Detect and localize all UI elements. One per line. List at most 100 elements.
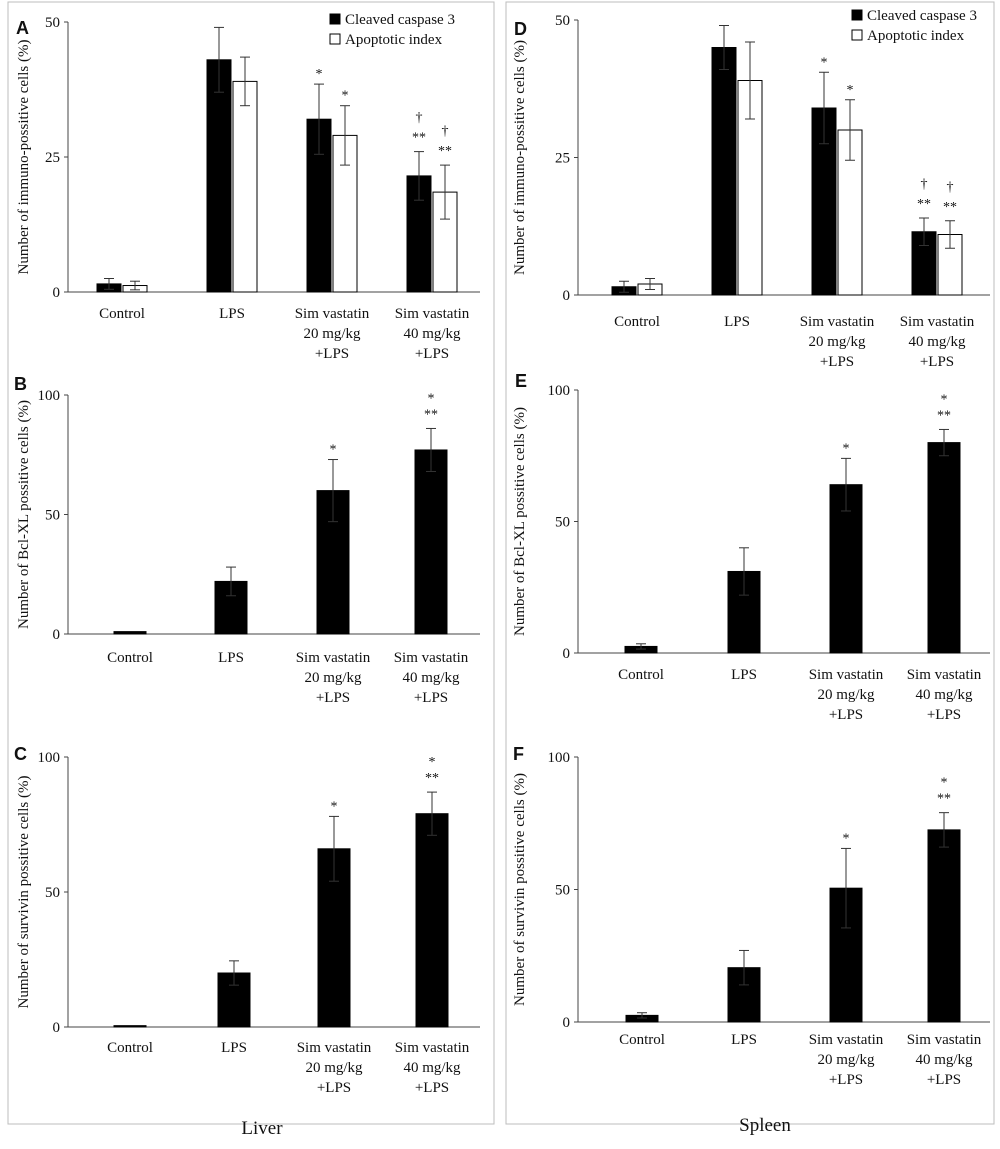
y-tick-label: 50	[555, 13, 570, 29]
category-label: 20 mg/kg	[305, 1060, 363, 1076]
panel-b: B 0 50 100 Number of Bcl-XL possitive cells …	[14, 374, 480, 706]
category-label: Sim vastatin	[907, 667, 982, 683]
significance-mark: †	[442, 124, 449, 139]
footer-liver: Liver	[241, 1118, 283, 1139]
category-label: 20 mg/kg	[304, 670, 362, 686]
y-axis-label: Number of Bcl-XL possitive cells (%)	[512, 407, 528, 636]
category-label: LPS	[218, 650, 244, 666]
category-label: LPS	[221, 1040, 247, 1056]
category-label: Sim vastatin	[900, 314, 975, 330]
panel-letter: C	[14, 744, 27, 764]
significance-mark: *	[330, 443, 337, 458]
significance-mark: *	[429, 755, 436, 770]
category-label: 40 mg/kg	[402, 670, 460, 686]
category-label: 40 mg/kg	[908, 334, 966, 350]
significance-mark: *	[342, 89, 349, 104]
bar	[113, 1025, 147, 1028]
y-tick-label: 0	[563, 1015, 571, 1031]
legend-swatch	[851, 9, 863, 21]
category-label: Control	[99, 306, 145, 322]
category-label: Control	[618, 667, 664, 683]
bar	[711, 47, 737, 296]
category-label: +LPS	[829, 1072, 863, 1088]
y-tick-label: 50	[555, 883, 570, 899]
category-label: +LPS	[415, 346, 449, 362]
legend-label: Apoptotic index	[345, 32, 443, 48]
y-tick-label: 50	[555, 515, 570, 531]
significance-mark: **	[412, 131, 426, 146]
y-axis-label: Number of survivin possitive cells (%)	[512, 773, 528, 1006]
category-label: +LPS	[315, 346, 349, 362]
y-tick-label: 100	[548, 750, 571, 766]
category-label: Sim vastatin	[395, 1040, 470, 1056]
panel-letter: B	[14, 374, 27, 394]
category-label: +LPS	[927, 707, 961, 723]
category-label: +LPS	[316, 690, 350, 706]
category-label: LPS	[731, 1032, 757, 1048]
category-label: Control	[614, 314, 660, 330]
bar	[232, 80, 258, 293]
category-label: 40 mg/kg	[403, 326, 461, 342]
significance-mark: *	[821, 55, 828, 70]
legend-label: Apoptotic index	[867, 28, 965, 44]
panel-c: C 0 50 100 Number of survivin possitive cell…	[14, 744, 480, 1096]
significance-mark: **	[937, 792, 951, 807]
panel-a: A 0 25 50 Number of immuno-possitive cells (…	[16, 12, 480, 362]
panel-e: E 0 50 100 Number of Bcl-XL possitive cells …	[512, 371, 990, 723]
panel-letter: F	[513, 744, 524, 764]
y-tick-label: 50	[45, 508, 60, 524]
significance-mark: **	[943, 200, 957, 215]
bar	[927, 829, 961, 1023]
category-label: LPS	[724, 314, 750, 330]
category-label: Sim vastatin	[296, 650, 371, 666]
y-tick-label: 0	[563, 288, 571, 304]
significance-mark: †	[947, 180, 954, 195]
y-axis-label: Number of Bcl-XL possitive cells (%)	[16, 400, 32, 629]
category-label: +LPS	[829, 707, 863, 723]
liver-column-frame	[7, 1, 495, 1125]
bar	[829, 484, 863, 654]
significance-mark: *	[316, 67, 323, 82]
bar	[927, 442, 961, 654]
y-tick-label: 50	[45, 885, 60, 901]
category-label: 20 mg/kg	[808, 334, 866, 350]
category-label: 40 mg/kg	[403, 1060, 461, 1076]
panel-d: D 0 25 50 Number of immuno-possitive cells (…	[512, 8, 990, 370]
category-label: Control	[107, 1040, 153, 1056]
category-label: Control	[107, 650, 153, 666]
category-label: Sim vastatin	[907, 1032, 982, 1048]
legend-swatch	[851, 29, 863, 41]
category-label: 20 mg/kg	[817, 687, 875, 703]
bar	[937, 234, 963, 296]
significance-mark: *	[941, 392, 948, 407]
footer-spleen: Spleen	[739, 1115, 791, 1136]
significance-mark: *	[941, 776, 948, 791]
category-label: Sim vastatin	[395, 306, 470, 322]
y-tick-label: 0	[53, 285, 61, 301]
legend-label: Cleaved caspase 3	[867, 8, 977, 24]
significance-mark: *	[331, 799, 338, 814]
category-label: +LPS	[927, 1072, 961, 1088]
category-label: +LPS	[920, 354, 954, 370]
category-label: Sim vastatin	[394, 650, 469, 666]
y-axis-label: Number of immuno-possitive cells (%)	[16, 40, 32, 275]
panel-letter: A	[16, 18, 29, 38]
y-tick-label: 50	[45, 15, 60, 31]
y-tick-label: 0	[53, 1020, 61, 1036]
significance-mark: **	[438, 144, 452, 159]
category-label: Sim vastatin	[297, 1040, 372, 1056]
significance-mark: †	[921, 177, 928, 192]
significance-mark: **	[425, 771, 439, 786]
category-label: Sim vastatin	[800, 314, 875, 330]
bar	[415, 813, 449, 1028]
category-label: LPS	[219, 306, 245, 322]
category-label: +LPS	[414, 690, 448, 706]
y-tick-label: 25	[45, 150, 60, 166]
panel-letter: E	[515, 371, 527, 391]
legend-swatch	[329, 33, 341, 45]
significance-mark: **	[937, 408, 951, 423]
y-axis-label: Number of survivin possitive cells (%)	[16, 776, 32, 1009]
y-tick-label: 100	[38, 388, 61, 404]
legend-label: Cleaved caspase 3	[345, 12, 455, 28]
